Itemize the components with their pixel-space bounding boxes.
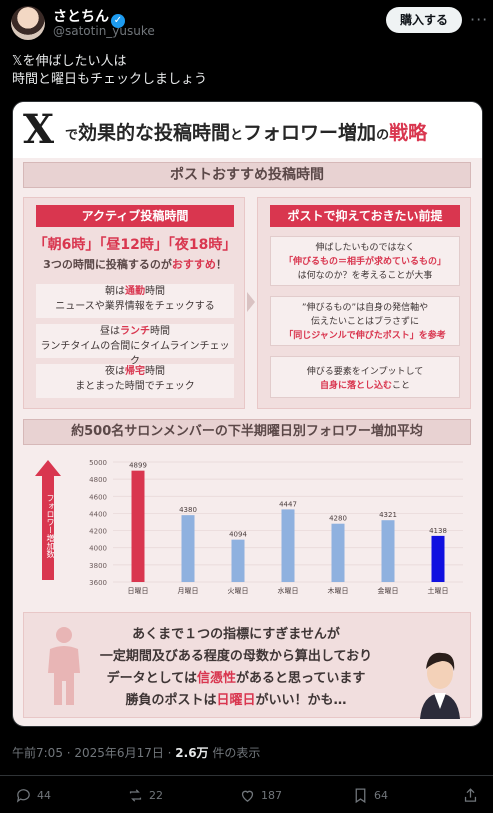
morning-block: 朝は通勤時間 ニュースや業界情報をチェックする bbox=[36, 284, 234, 318]
user-name[interactable]: さとちん bbox=[53, 9, 109, 25]
bar-value-label: 4321 bbox=[379, 511, 397, 519]
bar-value-label: 4138 bbox=[429, 527, 447, 535]
bar-value-label: 4280 bbox=[329, 515, 347, 523]
y-tick-label: 4000 bbox=[89, 545, 107, 553]
person-silhouette-icon bbox=[48, 627, 80, 705]
post-header: さとちん ✓ @satotin_yusuke 購入する ··· bbox=[0, 0, 493, 44]
up-arrow-icon bbox=[35, 460, 61, 580]
like-count: 187 bbox=[261, 788, 282, 802]
like-button[interactable]: 187 bbox=[239, 784, 282, 806]
chart-svg: 3600 3800 4000 4200 4400 4600 4800 5000 4899 日曜日 4… bbox=[89, 459, 463, 595]
reply-count: 44 bbox=[37, 788, 51, 802]
conclusion-line-4: 勝負のポストは日曜日がいい！かも… bbox=[125, 693, 347, 708]
reply-icon bbox=[16, 788, 30, 803]
y-tick-label: 4400 bbox=[89, 510, 107, 518]
action-bar: 44 22 187 64 bbox=[0, 784, 493, 806]
conclusion-box: あくまで１つの指標にすぎませんが 一定期間及びある程度の母数から算出しており デ… bbox=[23, 612, 471, 719]
bar-value-label: 4094 bbox=[229, 531, 247, 539]
view-count: 2.6万 bbox=[175, 746, 209, 760]
chart-ylabel: フォロワー増加数 bbox=[46, 494, 55, 558]
recommended-times: 「朝6時」「昼12時」「夜18時」 bbox=[33, 237, 237, 253]
post-meta: 午前7:05 · 2025年6月17日 · 2.6万 件の表示 bbox=[12, 744, 260, 761]
y-tick-label: 3600 bbox=[89, 579, 107, 587]
y-tick-label: 3800 bbox=[89, 562, 107, 570]
tweet-line-2: 時間と曜日もチェックしましょう bbox=[12, 72, 208, 87]
heart-icon bbox=[241, 790, 254, 802]
premise-note-2: ”伸びるもの”は自身の発信軸や 伝えたいことはブラさずに 「同じジャンルで伸びた… bbox=[270, 296, 460, 346]
user-handle[interactable]: @satotin_yusuke bbox=[53, 24, 155, 38]
bar bbox=[431, 535, 445, 582]
bookmark-button[interactable]: 64 bbox=[352, 784, 388, 806]
chart-title: 約500名サロンメンバーの下半期曜日別フォロワー増加平均 bbox=[23, 419, 471, 445]
tweet-text: 𝕏を伸ばしたい人は 時間と曜日もチェックしましょう bbox=[12, 53, 207, 89]
premise-panel: ポストで抑えておきたい前提 伸ばしたいものではなく 「伸びるもの＝相手が求めてい… bbox=[257, 197, 471, 409]
y-tick-label: 4600 bbox=[89, 493, 107, 501]
share-icon bbox=[464, 787, 477, 802]
premise-heading: ポストで抑えておきたい前提 bbox=[270, 205, 460, 227]
evening-block: 夜は帰宅時間 まとまった時間でチェック bbox=[36, 364, 234, 398]
x-tick-label: 土曜日 bbox=[428, 586, 449, 595]
divider bbox=[0, 775, 493, 776]
premise-note-1: 伸ばしたいものではなく 「伸びるもの＝相手が求めているもの」 は何なのか？を考え… bbox=[270, 236, 460, 286]
bookmark-icon bbox=[355, 787, 366, 803]
bar bbox=[231, 539, 245, 582]
buy-button[interactable]: 購入する bbox=[386, 7, 462, 33]
conclusion-line-1: あくまで１つの指標にすぎませんが bbox=[132, 627, 340, 642]
follower-chart: フォロワー増加数 3600 3800 4000 4200 4400 4600 4800 500… bbox=[23, 452, 471, 602]
section-title: ポストおすすめ投稿時間 bbox=[23, 162, 471, 188]
x-tick-label: 日曜日 bbox=[128, 587, 149, 595]
conclusion-line-3: データとしては信憑性があると思っています bbox=[106, 671, 366, 686]
x-logo: X bbox=[23, 106, 55, 153]
recommended-times-note: 3つの時間に投稿するのがおすすめ！ bbox=[43, 258, 227, 271]
y-tick-label: 4800 bbox=[89, 476, 107, 484]
lunch-block: 昼はランチ時間 ランチタイムの合間にタイムラインチェック bbox=[36, 324, 234, 367]
bar bbox=[181, 515, 195, 582]
verified-badge-icon: ✓ bbox=[111, 14, 125, 28]
x-tick-label: 水曜日 bbox=[278, 586, 299, 595]
view-label: 件の表示 bbox=[208, 746, 261, 760]
infographic-title-band: X で効果的な投稿時間とフォロワー増加の戦略 bbox=[13, 102, 482, 158]
repost-count: 22 bbox=[149, 788, 163, 802]
bar bbox=[331, 523, 345, 582]
post-timestamp[interactable]: 午前7:05 · 2025年6月17日 · bbox=[12, 746, 176, 760]
conclusion-line-2: 一定期間及びある程度の母数から算出しており bbox=[99, 649, 373, 664]
active-time-panel: アクティブ投稿時間 「朝6時」「昼12時」「夜18時」 3つの時間に投稿するのが… bbox=[23, 197, 245, 409]
reply-button[interactable]: 44 bbox=[15, 784, 51, 806]
user-name-row[interactable]: さとちん ✓ bbox=[53, 6, 125, 28]
bar bbox=[281, 509, 295, 582]
y-tick-label: 4200 bbox=[89, 528, 107, 536]
infographic-image[interactable]: X で効果的な投稿時間とフォロワー増加の戦略 ポストおすすめ投稿時間 アクティブ… bbox=[12, 101, 483, 727]
repost-icon bbox=[129, 788, 142, 802]
bar bbox=[131, 470, 145, 582]
bar-value-label: 4447 bbox=[279, 500, 297, 508]
bar-value-label: 4899 bbox=[129, 462, 147, 470]
tweet-line-1: 𝕏を伸ばしたい人は bbox=[12, 54, 127, 69]
bar bbox=[381, 520, 395, 582]
bar-value-label: 4380 bbox=[179, 506, 197, 514]
active-time-heading: アクティブ投稿時間 bbox=[36, 205, 234, 227]
author-illustration-icon bbox=[420, 652, 460, 719]
premise-note-3: 伸びる要素をインプットして 自身に落とし込むこと bbox=[270, 356, 460, 398]
bookmark-count: 64 bbox=[374, 788, 388, 802]
repost-button[interactable]: 22 bbox=[127, 784, 163, 806]
more-options-icon[interactable]: ··· bbox=[470, 10, 489, 29]
infographic-title: で効果的な投稿時間とフォロワー増加の戦略 bbox=[65, 122, 428, 144]
y-tick-label: 5000 bbox=[89, 459, 107, 467]
x-tick-label: 火曜日 bbox=[228, 587, 249, 595]
share-button[interactable] bbox=[462, 784, 479, 806]
avatar[interactable] bbox=[11, 6, 45, 40]
arrow-right-icon bbox=[247, 292, 255, 312]
x-tick-label: 金曜日 bbox=[378, 586, 399, 595]
x-tick-label: 月曜日 bbox=[178, 587, 199, 595]
x-tick-label: 木曜日 bbox=[328, 586, 349, 595]
